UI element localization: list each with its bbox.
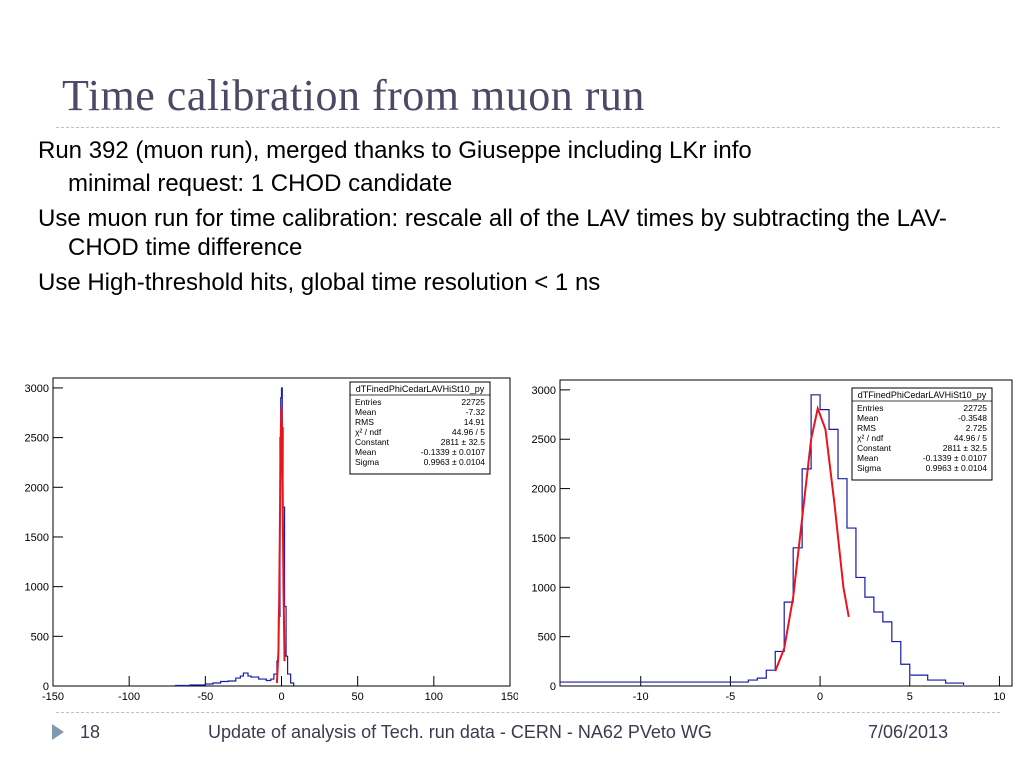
y-tick-label: 2000 <box>532 484 556 496</box>
stats-row-label: Sigma <box>857 463 881 473</box>
stats-row-value: -0.1339 ± 0.0107 <box>923 453 987 463</box>
histogram-right: 0 500 1000 1500 2000 2500 3000 -10 -5 0 5 10 dTFined… <box>520 376 1016 704</box>
y-tick-label: 1500 <box>25 532 49 544</box>
x-tick-label: 150 <box>501 691 518 703</box>
x-tick-label: 5 <box>907 691 913 703</box>
gaussian-fit-series <box>275 406 286 684</box>
x-tick-label: -150 <box>42 691 64 703</box>
y-tick-label: 2500 <box>532 434 556 446</box>
stats-row-value: 2.725 <box>966 423 988 433</box>
bullet-item: Use High-threshold hits, global time res… <box>38 269 601 296</box>
stats-row-label: Entries <box>857 403 883 413</box>
stats-row-value: 0.9963 ± 0.0104 <box>424 457 486 467</box>
x-tick-label: 0 <box>278 691 284 703</box>
stats-box-title: dTFinedPhiCedarLAVHiSt10_py <box>356 384 485 394</box>
stats-row-value: -0.3548 <box>958 413 987 423</box>
x-tick-label: -100 <box>118 691 140 703</box>
y-tick-label: 1000 <box>532 582 556 594</box>
stats-box-frame <box>851 387 993 481</box>
stats-row-label: Mean <box>355 407 377 417</box>
histogram-series <box>560 394 965 686</box>
y-tick-label: 1000 <box>25 582 49 594</box>
stats-row-value: 2811 ± 32.5 <box>943 443 987 453</box>
stats-row-label: Constant <box>355 437 390 447</box>
x-tick-label: -50 <box>197 691 213 703</box>
y-tick-label: 3000 <box>25 383 49 395</box>
stats-row-value: 44.96 / 5 <box>452 427 485 437</box>
slide-title: Time calibration from muon run <box>62 71 645 120</box>
stats-row-value: -0.1339 ± 0.0107 <box>421 447 485 457</box>
x-tick-label: 10 <box>993 691 1005 703</box>
y-tick-label: 0 <box>43 681 49 693</box>
stats-row-label: RMS <box>355 417 374 427</box>
stats-row-value: 0.9963 ± 0.0104 <box>926 463 988 473</box>
x-tick-label: 50 <box>352 691 364 703</box>
stats-row-value: 22725 <box>963 403 987 413</box>
footer-title: Update of analysis of Tech. run data - C… <box>208 722 712 742</box>
stats-row-value: -7.32 <box>466 407 486 417</box>
stats-row-label: RMS <box>857 423 876 433</box>
x-tick-label: -10 <box>633 691 649 703</box>
bullet-item: Use muon run for time calibration: resca… <box>38 205 947 261</box>
page-number: 18 <box>80 722 101 742</box>
stats-row-value: 22725 <box>461 397 485 407</box>
y-tick-label: 2500 <box>25 433 49 445</box>
x-tick-label: -5 <box>726 691 736 703</box>
y-tick-label: 3000 <box>532 385 556 397</box>
stats-row-value: 14.91 <box>464 417 486 427</box>
x-tick-label: 0 <box>817 691 823 703</box>
y-tick-label: 0 <box>550 681 556 693</box>
y-tick-label: 500 <box>538 632 556 644</box>
y-tick-label: 500 <box>31 631 49 643</box>
bullet-list: Run 392 (muon run), merged thanks to Giu… <box>38 136 988 303</box>
footer-date: 7/06/2013 <box>868 722 949 742</box>
title-divider <box>56 127 1000 128</box>
y-tick-label: 1500 <box>532 533 556 545</box>
footer-divider <box>56 712 1000 713</box>
stats-row-label: Constant <box>857 443 892 453</box>
histogram-left: 0 500 1000 1500 2000 2500 3000 -150 -100 -50 0 50 10… <box>0 372 518 704</box>
stats-box: dTFinedPhiCedarLAVHiSt10_py Entries 22725 M… <box>851 387 993 481</box>
stats-row-value: 2811 ± 32.5 <box>441 437 485 447</box>
stats-row-value: 44.96 / 5 <box>954 433 987 443</box>
arrow-bullet-icon <box>52 724 64 740</box>
stats-row-label: χ² / ndf <box>857 433 884 443</box>
stats-box: dTFinedPhiCedarLAVHiSt10_py Entries 22725 M… <box>349 381 491 475</box>
y-tick-label: 2000 <box>25 482 49 494</box>
sub-bullet-item: minimal request: 1 CHOD candidate <box>68 170 453 197</box>
stats-row-label: Mean <box>857 413 879 423</box>
gaussian-fit-series <box>774 404 850 672</box>
histogram-series <box>174 387 295 687</box>
bullet-item: Run 392 (muon run), merged thanks to Giu… <box>38 137 752 164</box>
stats-row-label: Mean <box>355 447 377 457</box>
x-tick-label: 100 <box>425 691 443 703</box>
stats-row-label: Mean <box>857 453 879 463</box>
stats-row-label: Sigma <box>355 457 379 467</box>
stats-row-label: χ² / ndf <box>355 427 382 437</box>
stats-box-title: dTFinedPhiCedarLAVHiSt10_py <box>858 390 987 400</box>
stats-box-frame <box>349 381 491 475</box>
stats-row-label: Entries <box>355 397 381 407</box>
